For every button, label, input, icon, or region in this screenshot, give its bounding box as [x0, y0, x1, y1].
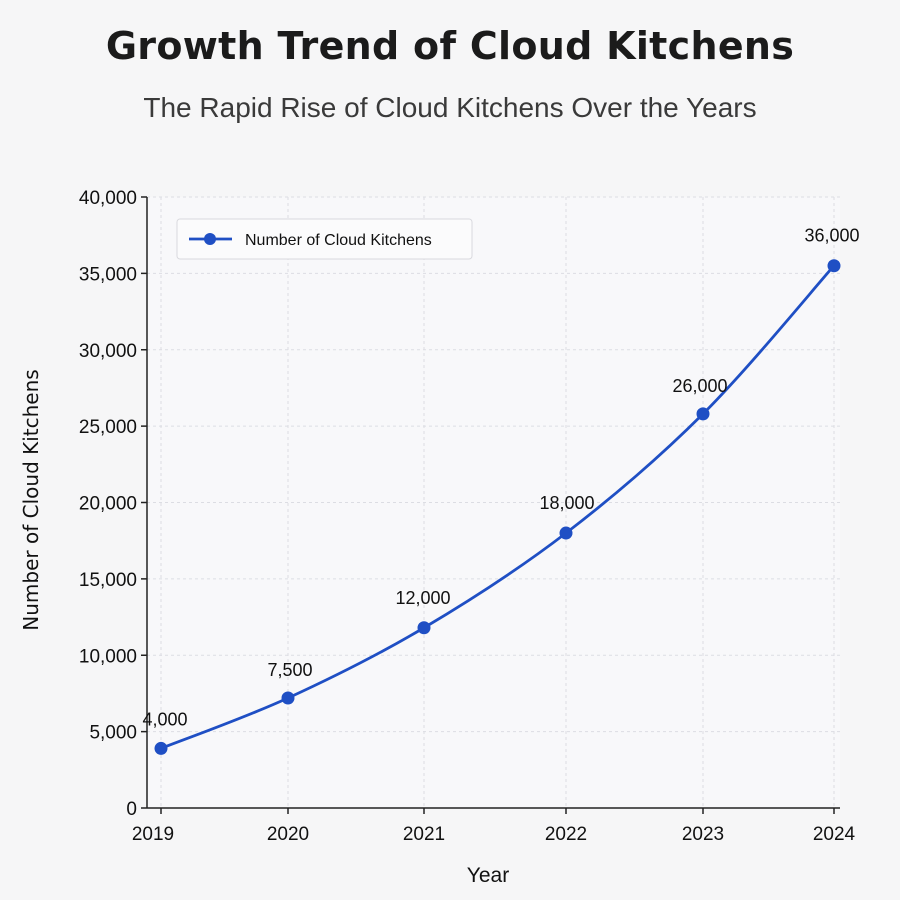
x-tick-label: 2019 — [132, 824, 174, 845]
data-label: 18,000 — [539, 493, 594, 513]
data-label: 36,000 — [804, 226, 859, 246]
series-layer — [154, 259, 841, 755]
y-tick-label: 35,000 — [79, 264, 137, 285]
y-tick-label: 5,000 — [89, 723, 137, 744]
y-axis-label: Number of Cloud Kitchens — [19, 369, 43, 630]
y-tick-label: 25,000 — [79, 417, 137, 438]
legend-box — [176, 218, 473, 260]
data-point — [696, 407, 710, 421]
data-labels: 4,000 7,500 12,000 18,000 26,000 36,000 — [142, 226, 859, 730]
tick-labels: 0 5,000 10,000 15,000 20,000 25,000 30,000 35,0… — [79, 188, 856, 845]
y-tick-label: 0 — [126, 799, 137, 820]
x-tick-label: 2020 — [267, 824, 309, 845]
chart-title: Growth Trend of Cloud Kitchens — [105, 24, 795, 68]
axes — [141, 196, 840, 814]
data-label: 7,500 — [267, 660, 312, 680]
data-point — [281, 691, 295, 705]
grid-lines — [147, 196, 840, 808]
y-tick-label: 20,000 — [79, 494, 137, 515]
x-tick-label: 2024 — [813, 824, 856, 845]
chart-subtitle: The Rapid Rise of Cloud Kitchens Over th… — [143, 92, 757, 123]
data-point — [559, 526, 573, 540]
data-label: 12,000 — [395, 588, 450, 608]
data-label: 4,000 — [142, 709, 187, 729]
x-axis-label: Year — [467, 864, 509, 887]
data-label: 26,000 — [672, 376, 727, 396]
y-tick-label: 40,000 — [79, 188, 137, 209]
legend: Number of Cloud Kitchens — [176, 218, 473, 260]
data-point — [827, 259, 841, 273]
legend-entry: Number of Cloud Kitchens — [245, 232, 432, 249]
data-point — [417, 621, 431, 635]
legend-marker — [204, 233, 216, 245]
x-tick-label: 2023 — [682, 824, 724, 845]
y-tick-label: 30,000 — [79, 341, 137, 362]
x-tick-label: 2021 — [403, 824, 445, 845]
y-tick-label: 10,000 — [79, 646, 137, 667]
y-tick-label: 15,000 — [79, 570, 137, 591]
data-point — [154, 741, 168, 755]
x-tick-label: 2022 — [545, 824, 587, 845]
